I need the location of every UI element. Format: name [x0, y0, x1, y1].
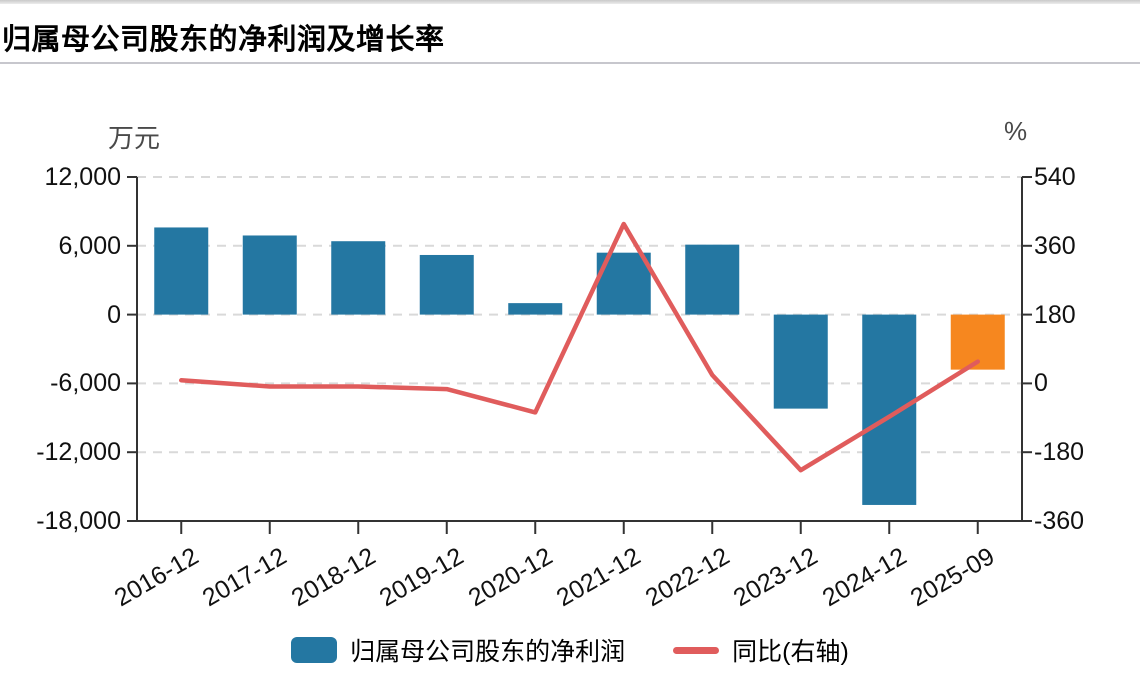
bar-2019-12[interactable] [419, 254, 474, 315]
left-axis-tick-label: -12,000 [36, 438, 121, 467]
bar-2022-12[interactable] [685, 244, 740, 315]
bar-2018-12[interactable] [331, 241, 386, 315]
line-series-swatch-icon [673, 646, 720, 654]
left-axis-tick-label: -6,000 [50, 369, 121, 398]
title-divider [0, 62, 1140, 64]
right-axis-tick-label: 360 [1034, 231, 1076, 260]
chart-title: 归属母公司股东的净利润及增长率 [2, 24, 445, 56]
left-axis-tick-label: 12,000 [44, 163, 121, 191]
left-axis-tick-label: 0 [107, 300, 121, 329]
yoy-line [179, 221, 980, 473]
left-axis-tick-label: -18,000 [36, 507, 121, 535]
bar-series-swatch-icon [291, 637, 338, 663]
right-axis-tick-label: 540 [1034, 163, 1076, 191]
left-axis-tick-label: 6,000 [58, 231, 121, 260]
legend-item-net-profit[interactable]: 归属母公司股东的净利润 [291, 632, 625, 668]
bar-2024-12[interactable] [862, 314, 917, 505]
top-border [0, 0, 1140, 4]
right-axis-tick-label: 180 [1034, 300, 1076, 329]
legend-bar-label: 归属母公司股东的净利润 [350, 638, 626, 666]
left-axis-unit-label: 万元 [108, 123, 161, 153]
right-axis-unit-label: % [1004, 116, 1028, 146]
bar-2020-12[interactable] [508, 303, 563, 315]
right-axis-tick-label: 0 [1034, 369, 1048, 398]
bar-2017-12[interactable] [242, 235, 297, 315]
bar-2016-12[interactable] [154, 227, 209, 315]
legend-line-label: 同比(右轴) [732, 638, 849, 666]
legend-item-yoy[interactable]: 同比(右轴) [673, 632, 849, 668]
right-axis-tick-label: -360 [1034, 507, 1085, 535]
right-axis-tick-label: -180 [1034, 438, 1085, 467]
bar-2023-12[interactable] [773, 314, 828, 409]
legend: 归属母公司股东的净利润 同比(右轴) [0, 630, 1140, 670]
